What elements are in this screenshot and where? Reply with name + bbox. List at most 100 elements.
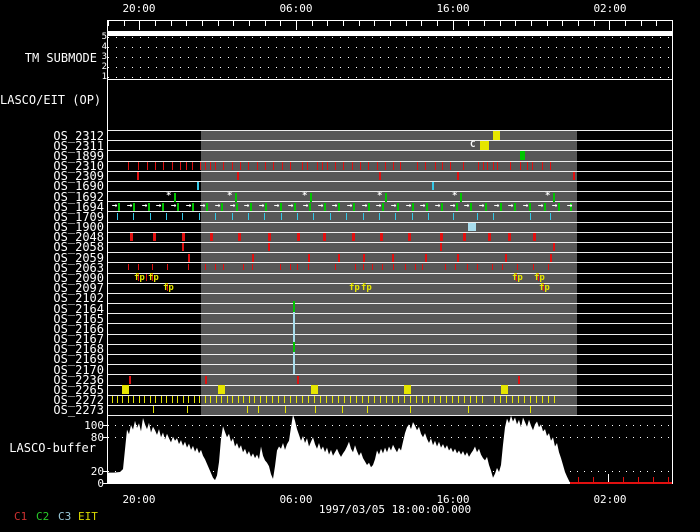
event-tick [235, 193, 237, 202]
event-tick [440, 233, 443, 241]
nodata-tick [623, 477, 624, 482]
event-text: → [186, 202, 191, 211]
event-text: fp [134, 274, 145, 283]
time-label-bottom: 20:00 [117, 493, 161, 506]
event-tick [338, 254, 340, 262]
hour-tick [343, 21, 344, 26]
event-tick [268, 243, 270, 251]
event-tick [368, 162, 369, 170]
event-tick [360, 162, 361, 170]
event-tick [112, 396, 113, 403]
event-tick [517, 264, 518, 270]
event-tick [210, 162, 211, 170]
event-tick [482, 396, 483, 403]
row-label: OS_2273 [0, 405, 104, 415]
event-tick [417, 162, 418, 170]
event-block [468, 223, 476, 232]
row-separator [107, 232, 673, 233]
event-tick [210, 396, 211, 403]
event-tick [395, 213, 396, 220]
event-tick [536, 396, 537, 403]
event-tick [272, 396, 273, 403]
event-text: C [470, 141, 475, 150]
hour-tick [468, 21, 469, 26]
row-separator [107, 130, 673, 131]
buffer-baseline-nodata [570, 482, 672, 484]
event-text: → [127, 202, 132, 211]
event-tick [297, 213, 298, 220]
event-tick [310, 193, 312, 202]
event-tick [182, 233, 185, 241]
event-spike-segment [293, 352, 295, 374]
time-label-top: 16:00 [431, 2, 475, 15]
event-block [520, 151, 525, 160]
event-tick [533, 264, 534, 270]
event-tick [374, 396, 375, 403]
lasco-eit-label: LASCO/EIT (OP) [0, 94, 100, 106]
event-tick [548, 264, 549, 270]
event-tick [494, 396, 495, 403]
event-tick [368, 203, 370, 211]
event-tick [322, 162, 323, 170]
event-tick [434, 396, 435, 403]
event-tick [400, 162, 401, 170]
event-tick [452, 396, 453, 403]
event-tick [210, 233, 213, 241]
row-separator [107, 303, 673, 304]
event-tick [385, 193, 387, 202]
event-tick [450, 162, 451, 170]
submode-active-bar [108, 31, 672, 36]
event-tick [320, 396, 321, 403]
event-tick [150, 213, 151, 220]
event-tick [550, 162, 551, 170]
lasco-planning-screen: TM SUBMODE LASCO/EIT (OP) LASCO-buffer 1… [0, 0, 700, 532]
event-tick [332, 396, 333, 403]
event-tick [422, 396, 423, 403]
event-text: → [376, 202, 381, 211]
event-tick [285, 406, 286, 413]
event-tick [166, 396, 167, 403]
time-label-top: 02:00 [588, 2, 632, 15]
event-tick [497, 162, 498, 170]
event-tick [146, 274, 147, 281]
hour-tick [484, 21, 485, 26]
hour-tick [406, 21, 407, 26]
event-tick [542, 396, 543, 403]
event-tick [155, 396, 156, 403]
row-separator [107, 293, 673, 294]
event-tick [368, 396, 369, 403]
nodata-hour-tick [608, 474, 609, 482]
event-tick [422, 264, 423, 270]
event-tick [492, 264, 493, 270]
event-tick [428, 396, 429, 403]
event-tick [446, 396, 447, 403]
event-text: fp [349, 284, 360, 293]
event-tick [520, 162, 521, 170]
event-tick [344, 396, 345, 403]
event-block [404, 385, 411, 394]
event-tick [216, 396, 217, 403]
submode-bottom-line [107, 79, 673, 80]
event-tick [464, 396, 465, 403]
event-text: → [112, 202, 117, 211]
event-tick [290, 264, 291, 270]
event-tick [338, 396, 339, 403]
event-tick [254, 396, 255, 403]
event-tick [182, 213, 183, 220]
event-tick [412, 213, 413, 220]
hour-tick [453, 21, 454, 30]
event-block [501, 385, 508, 394]
event-tick [502, 264, 503, 270]
event-tick [137, 172, 139, 180]
event-tick [500, 203, 502, 211]
event-tick [532, 162, 533, 170]
hour-tick [249, 21, 250, 26]
event-tick [177, 203, 179, 211]
event-tick [548, 396, 549, 403]
event-tick [530, 396, 531, 403]
event-tick [573, 172, 575, 180]
event-tick [308, 396, 309, 403]
event-tick [379, 172, 381, 180]
event-text: → [259, 202, 264, 211]
event-tick [330, 213, 331, 220]
